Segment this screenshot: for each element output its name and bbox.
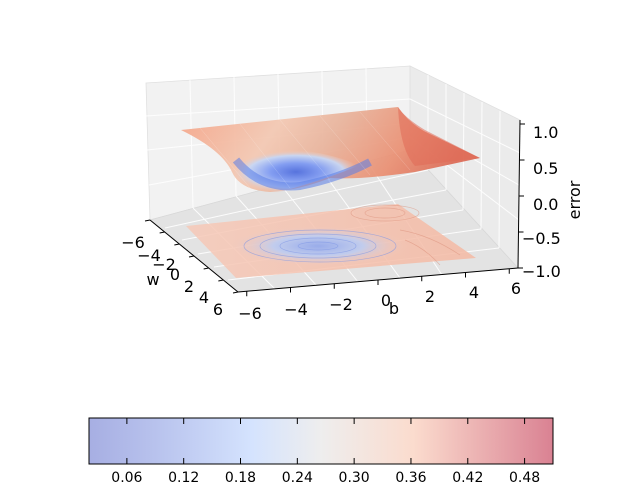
b-tick-label: 6 (511, 279, 521, 298)
w-tick-label: 2 (184, 277, 194, 296)
b-axis-ticks: −6 −4 −2 0 2 4 6 (238, 279, 521, 323)
error-axis-ticks: −1.0 −0.5 0.0 0.5 1.0 (522, 123, 561, 281)
b-tick-label: −6 (238, 304, 262, 323)
colorbar-tick-label: 0.12 (168, 470, 199, 486)
colorbar-tick-label: 0.36 (395, 470, 426, 486)
colorbar-tick-labels: 0.06 0.12 0.18 0.24 0.30 0.36 0.42 0.48 (111, 470, 540, 486)
w-tick-label: 0 (170, 265, 180, 284)
w-tick-mark (232, 291, 239, 294)
colorbar-tick-label: 0.24 (282, 470, 313, 486)
colorbar-tick-label: 0.42 (452, 470, 483, 486)
w-tick-label: −6 (121, 233, 145, 252)
contour-floor (186, 204, 476, 278)
colorbar-tick-label: 0.06 (111, 470, 142, 486)
b-tick-label: −2 (329, 295, 353, 314)
colorbar-gradient (88, 417, 554, 465)
error-tick-label: −1.0 (522, 262, 561, 281)
w-tick-mark (174, 243, 180, 246)
w-tick-mark (203, 267, 209, 270)
w-tick-mark (159, 231, 165, 234)
w-tick-label: −4 (137, 246, 161, 265)
w-tick-label: 4 (199, 288, 209, 307)
error-tick-label: 0.5 (533, 159, 558, 178)
b-tick-label: 2 (425, 287, 435, 306)
w-tick-mark (188, 255, 195, 258)
colorbar-tick-marks (126, 418, 526, 464)
b-tick-label: 4 (469, 283, 479, 302)
w-axis-label: w (146, 270, 159, 289)
error-axis-tick-marks (518, 123, 525, 269)
colorbar: 0.06 0.12 0.18 0.24 0.30 0.36 0.42 0.48 (88, 417, 554, 486)
b-axis-tick-marks (246, 268, 510, 297)
error-tick-label: −0.5 (522, 229, 561, 248)
w-tick-label: 6 (213, 300, 223, 319)
colorbar-tick-label: 0.48 (509, 470, 540, 486)
b-tick-label: 0 (381, 291, 391, 310)
b-axis-label: b (389, 299, 399, 318)
b-tick-label: −4 (284, 300, 308, 319)
error-tick-label: 0.0 (533, 195, 558, 214)
w-axis-ticks: −6 −4 −2 0 2 4 6 (121, 233, 223, 319)
colorbar-tick-label: 0.30 (339, 470, 370, 486)
colorbar-tick-label: 0.18 (225, 470, 256, 486)
error-surface (181, 107, 480, 194)
error-axis-label: error (565, 180, 584, 219)
w-tick-label: −2 (152, 255, 176, 274)
w-tick-mark (218, 279, 224, 282)
w-axis-tick-marks (144, 219, 239, 294)
w-tick-mark (144, 219, 151, 222)
error-tick-label: 1.0 (533, 123, 558, 142)
